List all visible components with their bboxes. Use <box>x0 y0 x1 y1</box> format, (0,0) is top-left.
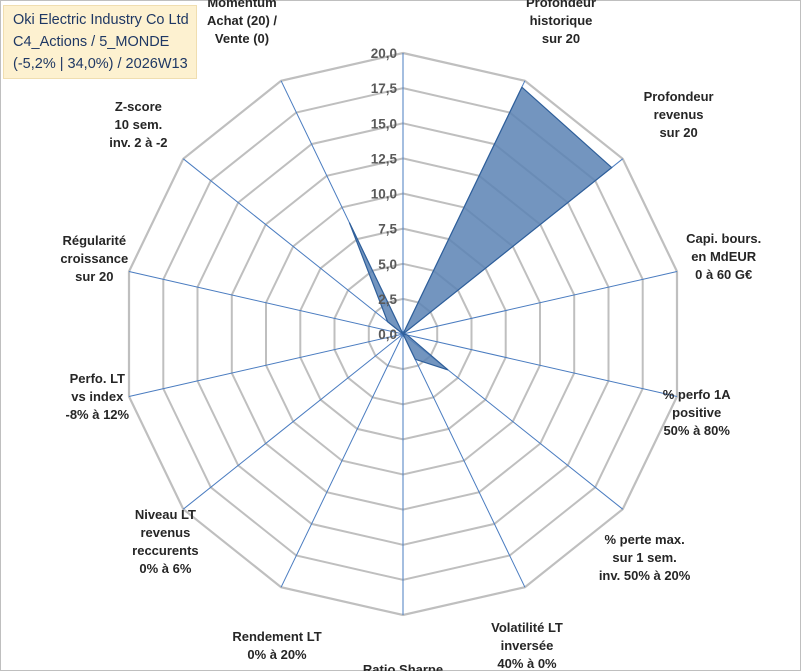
axis-label-line: inv. 2 à -2 <box>109 135 167 150</box>
tick-label: 5,0 <box>378 257 397 272</box>
axis-label: Niveau LT revenus reccurents 0% à 6% <box>132 507 198 576</box>
tick-label: 10,0 <box>371 187 397 202</box>
radar-series <box>348 86 613 371</box>
axis-label: Profondeur historique sur 20 <box>526 0 596 46</box>
axis-spoke <box>128 333 404 397</box>
axis-label-line: Vente (0) <box>215 31 269 46</box>
axis-label-line: Profondeur <box>526 0 596 10</box>
axis-label-line: historique <box>530 13 593 28</box>
axis-label-line: sur 1 sem. <box>612 550 676 565</box>
axis-label-line: inversée <box>501 638 554 653</box>
axis-spoke <box>182 333 404 510</box>
axis-label-line: Niveau LT <box>135 507 196 522</box>
tick-label: 0,0 <box>378 327 397 342</box>
axis-label-line: Achat (20) / <box>207 13 277 28</box>
axis-label-line: positive <box>672 405 721 420</box>
axis-spoke <box>402 333 526 588</box>
axis-label-line: revenus <box>654 107 704 122</box>
axis-label-line: 0 à 60 G€ <box>695 267 752 282</box>
axis-spoke <box>128 271 404 335</box>
axis-label-line: 40% à 0% <box>497 656 557 671</box>
radar-tick-labels: 0,0 2,5 5,0 7,5 10,0 12,5 15,0 17,5 20,0 <box>371 46 398 342</box>
axis-label-line: reccurents <box>132 543 198 558</box>
axis-label-line: Perfo. LT <box>70 371 125 386</box>
tick-label: 7,5 <box>378 222 397 237</box>
axis-spoke <box>402 271 678 335</box>
axis-label-line: sur 20 <box>659 125 697 140</box>
axis-label: Ratio Sharpe0 à 1 <box>363 662 443 671</box>
axis-label-line: en MdEUR <box>691 249 757 264</box>
radar-axis-labels: NoteESG sur 20Profondeurhistoriquesur 20… <box>60 0 761 671</box>
title-line-period: (-5,2% | 34,0%) / 2026W13 <box>13 56 188 72</box>
axis-label: Régularité croissance sur 20 <box>60 233 128 284</box>
axis-label: % perte max. sur 1 sem. inv. 50% à 20% <box>599 532 691 583</box>
tick-label: 20,0 <box>371 46 397 61</box>
axis-label: Z-score 10 sem. inv. 2 à -2 <box>109 99 167 150</box>
tick-label: 17,5 <box>371 81 398 96</box>
axis-label-line: Capi. bours. <box>686 231 761 246</box>
axis-label-line: Volatilité LT <box>491 620 563 635</box>
axis-label-line: revenus <box>140 525 190 540</box>
axis-label-line: sur 20 <box>75 269 113 284</box>
title-line-company: Oki Electric Industry Co Ltd <box>13 12 189 28</box>
axis-label-line: Z-score <box>115 99 162 114</box>
tick-label: 2,5 <box>378 292 397 307</box>
axis-label: Profondeur revenus sur 20 <box>644 89 714 140</box>
axis-label-line: vs index <box>71 389 124 404</box>
axis-label-line: inv. 50% à 20% <box>599 568 691 583</box>
axis-label-line: 50% à 80% <box>663 423 730 438</box>
axis-spoke <box>182 158 404 335</box>
axis-label: Momentum Achat (20) / Vente (0) <box>207 0 277 46</box>
axis-spoke <box>280 333 404 588</box>
axis-label-line: 0% à 6% <box>139 561 191 576</box>
title-line-category: C4_Actions / 5_MONDE <box>13 34 170 50</box>
axis-label: Perfo. LT vs index -8% à 12% <box>66 371 130 422</box>
axis-label-line: % perfo 1A <box>663 387 732 402</box>
axis-label-line: Ratio Sharpe <box>363 662 443 671</box>
axis-label-line: Régularité <box>63 233 127 248</box>
axis-label-line: sur 20 <box>542 31 580 46</box>
axis-label-line: -8% à 12% <box>66 407 130 422</box>
axis-label-line: Rendement LT <box>232 629 321 644</box>
axis-label-line: croissance <box>60 251 128 266</box>
tick-label: 15,0 <box>371 116 397 131</box>
axis-label-line: % perte max. <box>604 532 684 547</box>
axis-label: % perfo 1A positive 50% à 80% <box>663 387 732 438</box>
axis-label: Volatilité LT inversée 40% à 0% <box>491 620 563 671</box>
axis-label: Capi. bours. en MdEUR 0 à 60 G€ <box>686 231 761 282</box>
chart-title-box: Oki Electric Industry Co Ltd C4_Actions … <box>3 5 197 79</box>
tick-label: 12,5 <box>371 151 398 166</box>
axis-label-line: Profondeur <box>644 89 714 104</box>
axis-spoke <box>402 333 678 397</box>
axis-label: Rendement LT 0% à 20% <box>232 629 321 662</box>
axis-label-line: 10 sem. <box>115 117 163 132</box>
axis-label-line: 0% à 20% <box>247 647 307 662</box>
axis-label-line: Momentum <box>207 0 276 10</box>
